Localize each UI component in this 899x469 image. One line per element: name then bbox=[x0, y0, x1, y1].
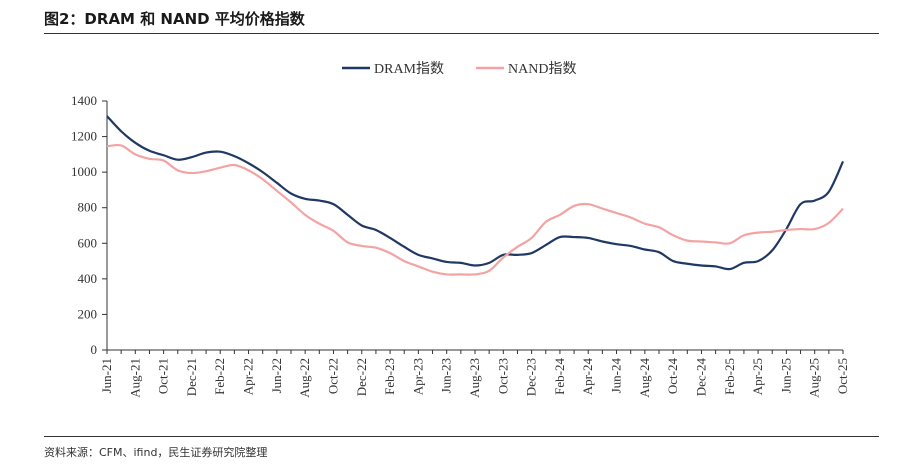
x-tick-label: Aug-25 bbox=[807, 358, 822, 398]
x-tick-label: Feb-23 bbox=[382, 358, 397, 395]
x-tick-label: Feb-25 bbox=[722, 358, 737, 395]
x-tick-label: Apr-24 bbox=[580, 358, 595, 396]
series-line-dram bbox=[106, 115, 844, 271]
y-tick-label: 1400 bbox=[71, 93, 97, 108]
x-tick-label: Jun-23 bbox=[439, 358, 454, 393]
y-axis: 0 200 400 600 800 1000 1200 1400 bbox=[71, 93, 108, 357]
y-tick-label: 800 bbox=[78, 200, 98, 215]
x-tick-label: Feb-22 bbox=[212, 358, 227, 395]
x-tick-label: Apr-25 bbox=[750, 358, 765, 395]
x-tick-label: Dec-23 bbox=[524, 358, 539, 396]
source-note: 资料来源：CFM、ifind，民生证券研究院整理 bbox=[44, 446, 268, 459]
footer-divider bbox=[44, 436, 879, 437]
x-tick-label: Aug-23 bbox=[467, 358, 482, 398]
x-tick-label: Jun-25 bbox=[778, 358, 793, 393]
figure-header: 图2：DRAM 和 NAND 平均价格指数 bbox=[0, 0, 899, 34]
y-tick-label: 1000 bbox=[71, 164, 97, 179]
line-chart: DRAM指数 NAND指数 0 200 400 600 800 1000 1200 1400 J… bbox=[71, 61, 850, 398]
x-tick-label: Dec-24 bbox=[693, 358, 708, 397]
x-tick-label: Jun-22 bbox=[269, 358, 284, 393]
y-tick-label: 200 bbox=[78, 306, 98, 321]
x-tick-label: Aug-24 bbox=[637, 358, 652, 398]
x-tick-label: Oct-25 bbox=[835, 358, 850, 394]
x-tick-label: Aug-22 bbox=[297, 358, 312, 398]
x-tick-label: Dec-22 bbox=[354, 358, 369, 396]
x-tick-label: Oct-24 bbox=[665, 358, 680, 395]
y-tick-label: 1200 bbox=[71, 129, 97, 144]
x-tick-label: Aug-21 bbox=[127, 358, 142, 398]
series-line-nand bbox=[106, 143, 844, 276]
x-tick-label: Oct-21 bbox=[156, 358, 171, 394]
x-tick-label: Jun-21 bbox=[99, 358, 114, 393]
y-tick-label: 0 bbox=[91, 342, 98, 357]
x-tick-label: Apr-22 bbox=[241, 358, 256, 395]
chart-legend: DRAM指数 NAND指数 bbox=[342, 61, 576, 77]
x-axis: Jun-21 Aug-21 Oct-21 Dec-21 Feb-22 Apr-22 Jun-… bbox=[99, 349, 850, 398]
x-tick-label: Jun-24 bbox=[609, 358, 624, 394]
x-tick-label: Oct-22 bbox=[325, 358, 340, 394]
x-tick-label: Feb-24 bbox=[552, 358, 567, 395]
header-divider bbox=[44, 33, 879, 34]
legend-label-nand: NAND指数 bbox=[508, 61, 576, 77]
y-tick-label: 400 bbox=[78, 271, 98, 286]
figure-title: 图2：DRAM 和 NAND 平均价格指数 bbox=[44, 10, 305, 28]
y-tick-label: 600 bbox=[78, 235, 98, 250]
plot-area bbox=[106, 115, 844, 276]
x-tick-label: Oct-23 bbox=[495, 358, 510, 394]
x-tick-label: Apr-23 bbox=[410, 358, 425, 395]
x-tick-label: Dec-21 bbox=[184, 358, 199, 396]
legend-label-dram: DRAM指数 bbox=[374, 61, 444, 77]
